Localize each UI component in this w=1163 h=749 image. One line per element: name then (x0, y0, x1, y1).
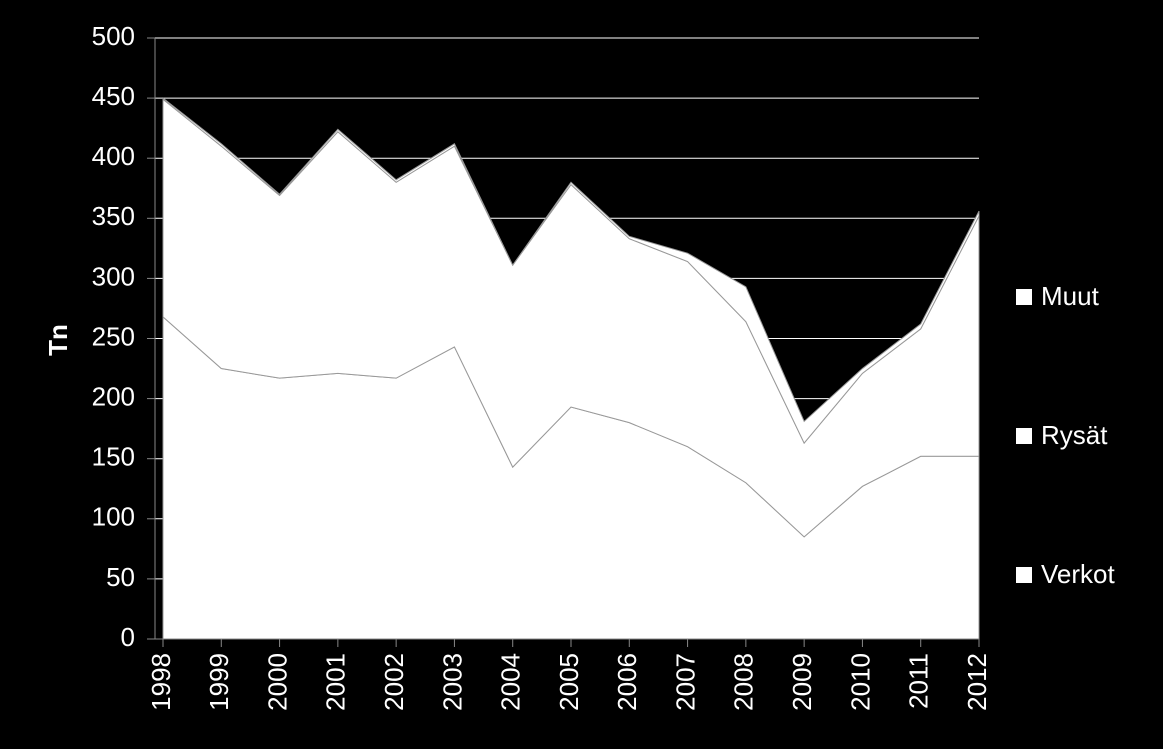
y-tick-label: 300 (92, 261, 135, 291)
x-tick-label: 2012 (962, 653, 992, 711)
legend-label: Muut (1041, 281, 1100, 311)
x-tick-label: 2001 (321, 653, 351, 711)
y-tick-label: 450 (92, 81, 135, 111)
y-tick-label: 150 (92, 442, 135, 472)
y-tick-label: 0 (121, 622, 135, 652)
x-tick-label: 2004 (496, 653, 526, 711)
x-tick-label: 2005 (554, 653, 584, 711)
legend-swatch (1016, 567, 1032, 583)
y-tick-label: 350 (92, 201, 135, 231)
x-tick-label: 1998 (146, 653, 176, 711)
x-tick-label: 2008 (729, 653, 759, 711)
legend-label: Rysät (1041, 420, 1108, 450)
x-tick-label: 2000 (262, 653, 292, 711)
x-tick-label: 1999 (204, 653, 234, 711)
x-tick-label: 2007 (670, 653, 700, 711)
x-tick-label: 2006 (612, 653, 642, 711)
x-tick-label: 2010 (845, 653, 875, 711)
x-tick-label: 2011 (904, 653, 934, 709)
legend-swatch (1016, 428, 1032, 444)
y-tick-label: 50 (106, 562, 135, 592)
y-tick-label: 100 (92, 502, 135, 532)
x-tick-label: 2009 (787, 653, 817, 711)
area (162, 97, 980, 444)
y-tick-label: 250 (92, 321, 135, 351)
legend-swatch (1016, 289, 1032, 305)
y-tick-label: 400 (92, 141, 135, 171)
legend-label: Verkot (1041, 559, 1115, 589)
x-tick-label: 2003 (437, 653, 467, 711)
y-tick-label: 200 (92, 381, 135, 411)
x-tick-label: 2002 (379, 653, 409, 711)
y-tick-label: 500 (92, 21, 135, 51)
y-axis-label: Tn (43, 324, 73, 356)
